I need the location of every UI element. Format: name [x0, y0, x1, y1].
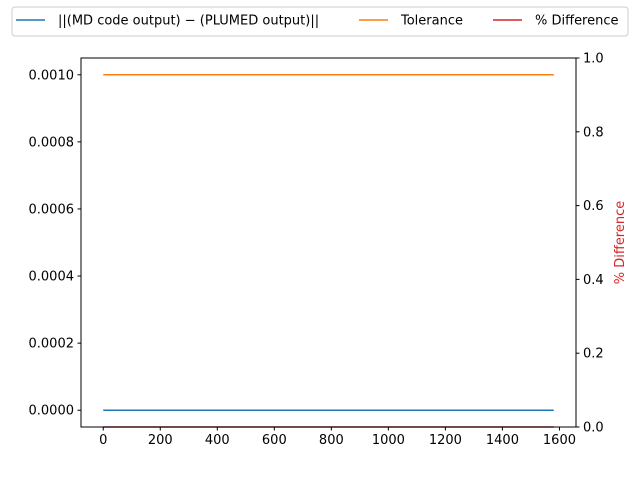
y2-tick-label: 0.4: [583, 273, 604, 288]
y2-tick-label: 0.8: [583, 125, 604, 140]
x-tick-label: 400: [205, 433, 230, 448]
y2-tick-label: 0.0: [583, 421, 604, 436]
y-tick-label: 0.0002: [29, 337, 75, 352]
y-axis-right: 0.0 0.2 0.4 0.6 0.8 1.0: [576, 52, 604, 436]
x-tick-label: 600: [262, 433, 287, 448]
axes-frame: [80, 57, 577, 428]
y-tick-label: 0.0006: [29, 202, 75, 217]
y-tick-label: 0.0010: [29, 68, 75, 83]
x-tick-label: 1600: [543, 433, 576, 448]
y-tick-label: 0.0000: [29, 404, 75, 419]
y2-tick-label: 1.0: [583, 52, 604, 67]
y-axis-left: 0.0000 0.0002 0.0004 0.0006 0.0008 0.0010: [29, 68, 81, 419]
legend-label: ||(MD code output) − (PLUMED output)||: [58, 14, 319, 29]
legend-label: Tolerance: [400, 14, 463, 29]
plot-area: [81, 58, 576, 427]
x-tick-label: 0: [99, 433, 107, 448]
x-tick-label: 800: [319, 433, 344, 448]
x-tick-label: 1400: [486, 433, 519, 448]
x-tick-label: 1200: [429, 433, 462, 448]
x-tick-label: 1000: [372, 433, 405, 448]
y-tick-label: 0.0008: [29, 135, 75, 150]
y2-tick-label: 0.2: [583, 347, 604, 362]
y2-tick-label: 0.6: [583, 199, 604, 214]
x-tick-label: 200: [148, 433, 173, 448]
y-tick-label: 0.0004: [29, 270, 75, 285]
y2-axis-label: % Difference: [613, 201, 628, 285]
x-axis: 0 200 400 600 800 1000 1200 1400 1600: [99, 427, 576, 448]
legend-label: % Difference: [535, 14, 619, 29]
legend-box: [11, 6, 629, 37]
legend: ||(MD code output) − (PLUMED output)|| To…: [11, 6, 629, 37]
